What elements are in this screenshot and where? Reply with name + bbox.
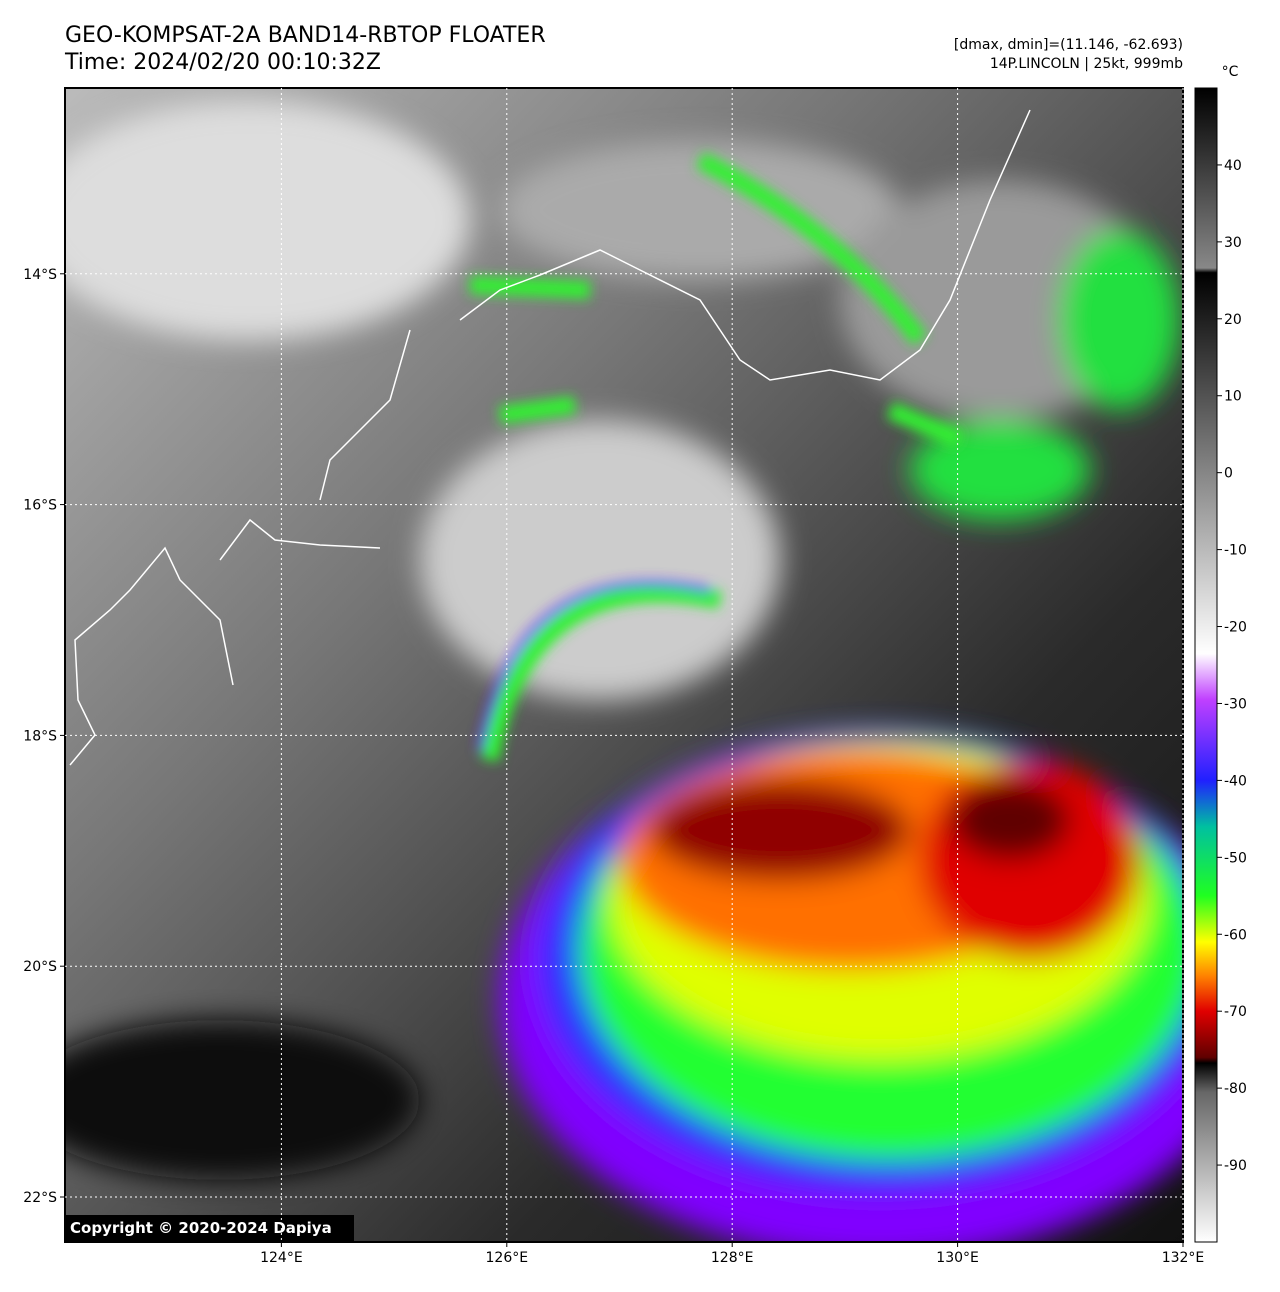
colorbar: [1194, 87, 1218, 1243]
colorbar-unit: °C: [1222, 64, 1239, 80]
colorbar-tick-label: -60: [1224, 927, 1247, 943]
lat-tick-label: 22°S: [23, 1190, 57, 1206]
lat-tick-label: 16°S: [23, 498, 57, 514]
colorbar-tick-label: 0: [1224, 466, 1233, 482]
lat-tick-label: 20°S: [23, 959, 57, 975]
colorbar-tick-label: -40: [1224, 773, 1247, 789]
colorbar-tick-label: -20: [1224, 620, 1247, 636]
title: GEO-KOMPSAT-2A BAND14-RBTOP FLOATER: [65, 23, 546, 48]
lon-tick-label: 132°E: [1162, 1250, 1205, 1266]
lat-tick-label: 18°S: [23, 728, 57, 744]
copyright: Copyright © 2020-2024 Dapiya: [70, 1219, 332, 1237]
colorbar-tick-label: -10: [1224, 543, 1247, 559]
colorbar-tick-label: -80: [1224, 1081, 1247, 1097]
satellite-image: [65, 88, 1183, 1242]
colorbar-tick-label: 40: [1224, 158, 1242, 174]
storm-info: 14P.LINCOLN | 25kt, 999mb: [990, 56, 1183, 72]
dmax-dmin: [dmax, dmin]=(11.146, -62.693): [954, 37, 1183, 53]
colorbar-tick-label: 20: [1224, 312, 1242, 328]
lon-tick-label: 124°E: [260, 1250, 303, 1266]
colorbar-tick-label: -30: [1224, 696, 1247, 712]
lon-tick-label: 128°E: [711, 1250, 754, 1266]
time: Time: 2024/02/20 00:10:32Z: [64, 50, 381, 75]
colorbar-tick-label: -50: [1224, 850, 1247, 866]
lon-tick-label: 130°E: [936, 1250, 979, 1266]
lat-tick-label: 14°S: [23, 267, 57, 283]
lon-tick-label: 126°E: [486, 1250, 529, 1266]
colorbar-tick-label: 30: [1224, 235, 1242, 251]
colorbar-tick-label: -90: [1224, 1158, 1247, 1174]
copyright-box: [66, 1215, 354, 1241]
colorbar-tick-label: 10: [1224, 389, 1242, 405]
colorbar-tick-label: -70: [1224, 1004, 1247, 1020]
